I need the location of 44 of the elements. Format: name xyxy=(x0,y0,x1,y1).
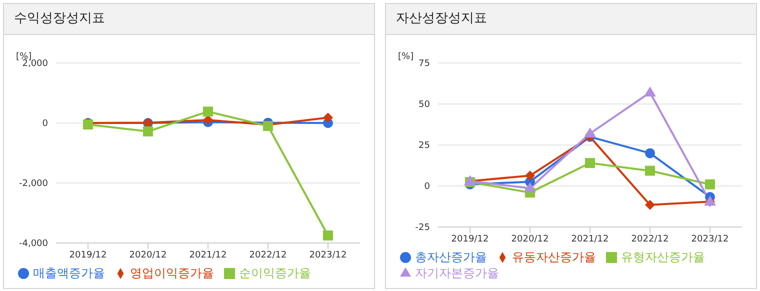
y-tick-label: -25 xyxy=(415,223,430,234)
point xyxy=(705,179,715,190)
chart-title: 수익성장성지표 xyxy=(4,4,374,35)
x-tick-label: 2019/12 xyxy=(69,250,107,260)
x-tick-label: 2022/12 xyxy=(631,234,669,244)
y-tick-label: 25 xyxy=(418,141,430,152)
legend-label: 자기자본증가율 xyxy=(415,266,499,280)
legend-label: 총자산증가율 xyxy=(415,250,487,264)
x-tick-label: 2022/12 xyxy=(249,250,287,260)
point xyxy=(645,166,655,176)
point xyxy=(143,126,153,136)
y-tick-label: 50 xyxy=(418,100,430,110)
point xyxy=(323,112,333,123)
point xyxy=(525,170,535,181)
point xyxy=(644,86,656,97)
x-tick-label: 2023/12 xyxy=(309,250,347,260)
legend-label: 순이익증가율 xyxy=(239,266,311,280)
x-tick-label: 2020/12 xyxy=(511,234,549,244)
x-tick-label: 2021/12 xyxy=(571,234,609,244)
chart-title: 자산성장성지표 xyxy=(386,4,756,35)
x-tick-label: 2020/12 xyxy=(129,250,167,260)
point xyxy=(203,115,213,125)
legend-label: 영업이익증가율 xyxy=(130,266,214,280)
x-tick-label: 2019/12 xyxy=(451,234,489,244)
point xyxy=(203,106,213,117)
point xyxy=(524,182,536,192)
y-tick-label: 2,000 xyxy=(22,59,48,70)
y-tick-label: 75 xyxy=(418,59,430,70)
legend-label: 매출액증가율 xyxy=(33,266,105,280)
x-tick-label: 2021/12 xyxy=(189,250,227,260)
y-tick-label: -4,000 xyxy=(18,239,48,250)
point xyxy=(645,148,655,158)
point xyxy=(585,158,595,168)
y-tick-label: 0 xyxy=(424,182,430,192)
x-tick-label: 2023/12 xyxy=(691,234,729,244)
legend-label: 유형자산증가율 xyxy=(621,250,705,264)
point xyxy=(323,230,333,240)
y-axis-title: [%] xyxy=(16,52,32,62)
y-tick-label: -2,000 xyxy=(18,179,48,190)
y-tick-label: 0 xyxy=(42,119,48,130)
point xyxy=(584,128,596,138)
legend-label: 유동자산증가율 xyxy=(512,250,596,264)
point xyxy=(645,200,655,210)
y-axis-title: [%] xyxy=(398,52,414,62)
